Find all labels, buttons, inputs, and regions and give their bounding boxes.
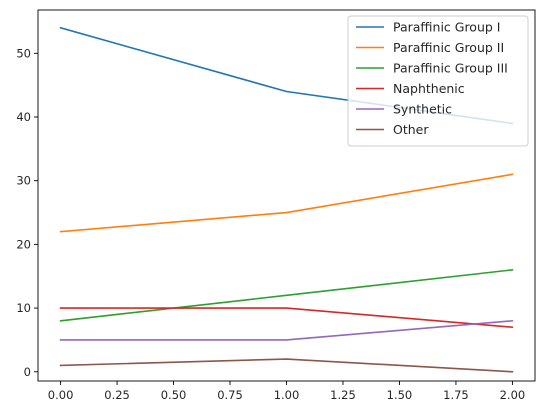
x-tick-label: 0.00 bbox=[48, 388, 74, 402]
legend-label-1: Paraffinic Group II bbox=[393, 40, 504, 55]
y-tick-label: 50 bbox=[16, 46, 31, 60]
x-tick-label: 1.75 bbox=[443, 388, 469, 402]
series-line-3 bbox=[61, 308, 513, 327]
y-tick-label: 10 bbox=[16, 301, 31, 315]
x-tick-label: 0.25 bbox=[104, 388, 130, 402]
legend-label-2: Paraffinic Group III bbox=[393, 61, 508, 76]
legend-label-3: Naphthenic bbox=[393, 81, 465, 96]
y-axis: 0 10 20 30 40 50 bbox=[16, 46, 38, 378]
series-line-4 bbox=[61, 321, 513, 340]
legend-label-5: Other bbox=[393, 122, 429, 137]
y-tick-label: 20 bbox=[16, 237, 31, 251]
series-line-5 bbox=[61, 359, 513, 372]
legend-label-0: Paraffinic Group I bbox=[393, 20, 500, 35]
y-tick-label: 30 bbox=[16, 174, 31, 188]
y-tick-label: 0 bbox=[24, 365, 31, 379]
x-tick-label: 2.00 bbox=[500, 388, 526, 402]
x-tick-label: 0.50 bbox=[161, 388, 187, 402]
x-axis: 0.00 0.25 0.50 0.75 1.00 1.25 1.50 1.75 2.00 bbox=[48, 381, 525, 402]
x-tick-label: 1.25 bbox=[330, 388, 356, 402]
y-tick-label: 40 bbox=[16, 110, 31, 124]
x-tick-label: 1.50 bbox=[387, 388, 413, 402]
legend: Paraffinic Group I Paraffinic Group II Par… bbox=[348, 16, 528, 146]
x-tick-label: 0.75 bbox=[217, 388, 243, 402]
series-line-1 bbox=[61, 174, 513, 231]
legend-label-4: Synthetic bbox=[393, 102, 452, 117]
series-line-2 bbox=[61, 270, 513, 321]
x-tick-label: 1.00 bbox=[274, 388, 300, 402]
